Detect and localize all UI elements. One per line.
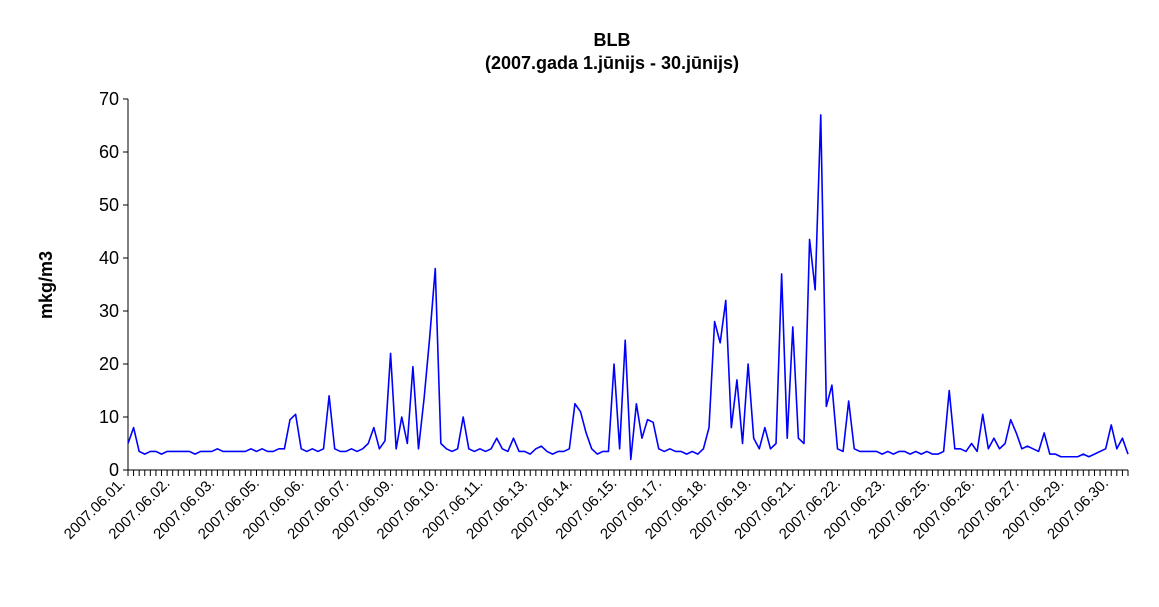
y-tick-label: 30 <box>99 301 119 321</box>
chart-title: BLB <box>594 30 631 50</box>
y-axis-label: mkg/m3 <box>36 251 56 319</box>
y-tick-label: 50 <box>99 195 119 215</box>
y-tick-label: 40 <box>99 248 119 268</box>
y-tick-label: 20 <box>99 354 119 374</box>
y-tick-label: 70 <box>99 89 119 109</box>
chart-subtitle: (2007.gada 1.jūnijs - 30.jūnijs) <box>485 53 739 73</box>
data-line <box>127 114 1129 461</box>
y-tick-label: 0 <box>109 460 119 480</box>
y-tick-label: 10 <box>99 407 119 427</box>
y-tick-label: 60 <box>99 142 119 162</box>
